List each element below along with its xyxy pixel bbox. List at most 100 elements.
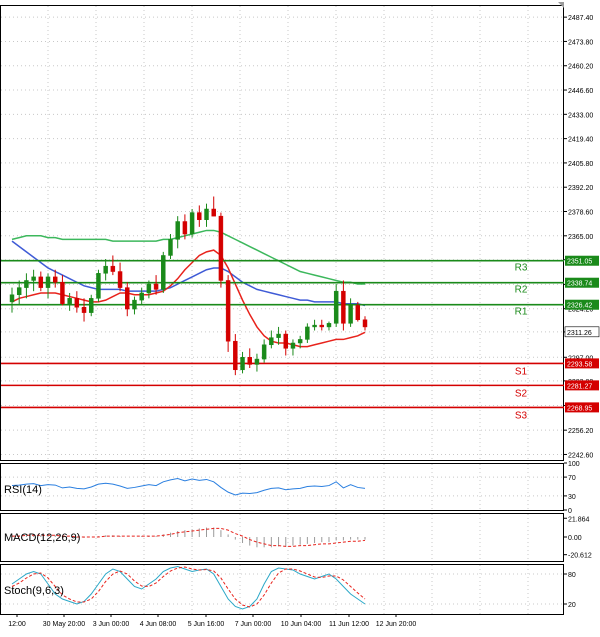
candle-body [74,298,80,308]
candle-body [290,342,296,349]
stoch-pane-frame [0,564,564,615]
candle-body [60,282,65,304]
candle-body [218,215,224,281]
candle-body [348,305,353,324]
main-y-tick-label: 2324.20 [568,307,593,314]
candle-body [312,324,317,328]
macd-y-tick-label: 0.00 [568,535,582,542]
x-axis-tick-label: 4 Jun 08:00 [140,621,177,628]
main-y-tick-label: 2256.20 [568,428,593,435]
candle-body [276,333,281,338]
candle-body [175,221,180,240]
level-price-box-r3 [565,255,599,266]
candle-body [341,290,346,324]
level-price-box-s2 [565,380,599,391]
candle-body [247,357,252,365]
candle-body [89,298,94,313]
candle-body [117,271,123,288]
candle-body [319,324,325,328]
candle-body [182,221,188,235]
main-y-tick-label: 2433.00 [568,112,593,119]
candle-body [146,283,152,294]
candle-body [16,287,22,296]
level-price-label-s2: 2281.27 [567,383,592,390]
level-name-r2: R2 [515,285,528,296]
candle-body [269,337,274,346]
candle-body [305,326,310,340]
candle-body [139,292,144,301]
stoch-label: Stoch(9,6,3) [4,585,64,597]
candle-body [52,276,58,283]
level-price-label-s1: 2293.58 [567,361,592,368]
candle-body [103,265,108,274]
macd-y-tick-label: 21.864 [568,516,590,523]
level-price-box-s1 [565,358,599,369]
candle-body [153,283,159,290]
level-name-r1: R1 [515,307,528,318]
candle-body [333,290,339,324]
ma-red-line [11,249,366,348]
stoch-k-line [11,565,366,610]
rsi-pane-frame [0,463,564,511]
current-price-label: 2311.26 [567,330,592,337]
macd-y-tick-label: -20.612 [568,553,592,560]
candle-body [67,298,72,304]
candle-body [38,276,44,288]
candle-body [161,255,166,290]
x-axis-tick-label: 12 Jun 20:00 [376,621,417,628]
x-axis-tick-label: 10 Jun 04:00 [281,621,322,628]
x-axis-tick-label: 3 Jun 00:00 [93,621,130,628]
ma-green-line [11,229,365,285]
candle-body [211,208,216,217]
level-price-box-r2 [565,277,599,288]
level-price-box-r1 [565,299,599,310]
stoch-y-tick-label: 80 [568,572,576,579]
candle-body [31,276,36,281]
macd-label: MACD(12,26,9) [4,532,80,544]
main-y-tick-label: 2378.60 [568,210,593,217]
scroll-marker-icon [558,2,564,8]
candle-body [110,265,116,272]
candle-body [261,344,267,360]
candle-body [9,294,15,303]
candle-body [168,239,173,256]
main-y-tick-label: 2242.60 [568,452,593,459]
rsi-line [11,477,366,496]
main-y-tick-label: 2487.40 [568,15,593,22]
candle-body [283,333,288,349]
level-name-s1: S1 [515,366,528,377]
macd-signal-line [12,527,366,547]
rsi-y-tick-label: 70 [568,475,576,482]
main-y-tick-label: 2392.20 [568,185,593,192]
candle-body [132,299,137,310]
main-y-tick-label: 2473.80 [568,39,593,46]
main-y-tick-label: 2419.40 [568,137,593,144]
rsi-y-tick-label: 100 [568,461,580,468]
x-axis-tick-label: 5 Jun 16:00 [188,621,225,628]
candle-body [81,307,87,313]
macd-pane-frame [0,513,564,562]
stoch-y-tick-label: 20 [568,602,576,609]
x-axis-tick-label: 30 May 20:00 [43,621,86,628]
candle-body [326,323,332,328]
candle-body [233,340,238,371]
main-y-tick-label: 2460.20 [568,64,593,71]
candle-body [297,339,303,344]
x-axis-tick-label: 12:00 [8,621,26,628]
level-name-s2: S2 [515,388,528,399]
main-y-tick-label: 2405.80 [568,161,593,168]
level-price-label-r1: 2326.42 [567,303,592,310]
rsi-y-tick-label: 0 [568,508,572,515]
level-name-s3: S3 [515,410,528,421]
candle-body [225,280,231,342]
rsi-y-tick-label: 30 [568,494,576,501]
candle-body [355,305,361,321]
level-price-label-r2: 2338.74 [567,281,592,288]
candle-body [240,357,245,371]
stoch-d-line [11,566,366,608]
candle-body [24,280,29,288]
candle-body [125,287,130,310]
main-y-tick-label: 2446.60 [568,88,593,95]
